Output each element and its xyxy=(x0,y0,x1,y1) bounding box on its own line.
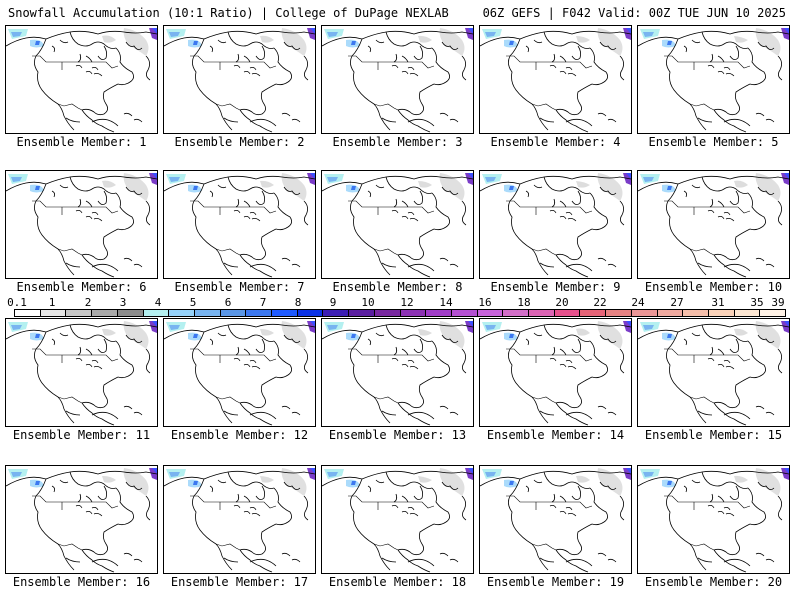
color-scale-swatch xyxy=(477,310,504,316)
ensemble-member-map xyxy=(321,170,474,279)
color-scale-swatch xyxy=(194,310,221,316)
color-scale-swatch xyxy=(220,310,247,316)
color-scale-swatch xyxy=(503,310,530,316)
chart-title: Snowfall Accumulation (10:1 Ratio) | Col… xyxy=(8,6,449,20)
color-scale-tick-label: 2 xyxy=(84,296,92,309)
color-scale-tick-label: 6 xyxy=(224,296,232,309)
color-scale-swatch xyxy=(734,310,761,316)
ensemble-member-map xyxy=(637,318,790,427)
color-scale-legend: 0.1 1 2 3 4 5 6 7 8 9 10 12 14 16 18 20 22 24 27 31 35 39 xyxy=(7,296,786,321)
ensemble-member-label: Ensemble Member: 14 xyxy=(486,428,625,442)
ensemble-member-label: Ensemble Member: 19 xyxy=(486,575,625,589)
color-scale-swatch xyxy=(760,310,786,316)
ensemble-member-map xyxy=(479,318,632,427)
color-scale-swatch xyxy=(117,310,144,316)
ensemble-member-map xyxy=(163,170,316,279)
color-scale-tick-label: 27 xyxy=(670,296,684,309)
color-scale-swatch xyxy=(246,310,273,316)
color-scale-swatch xyxy=(323,310,350,316)
ensemble-member-map xyxy=(637,170,790,279)
ensemble-member-map xyxy=(5,465,158,574)
ensemble-member-label: Ensemble Member: 10 xyxy=(644,280,783,294)
ensemble-member-map xyxy=(637,25,790,134)
ensemble-member-map xyxy=(5,170,158,279)
ensemble-member-label: Ensemble Member: 8 xyxy=(332,280,463,294)
ensemble-member-map xyxy=(163,465,316,574)
color-scale-swatch xyxy=(40,310,67,316)
ensemble-member-label: Ensemble Member: 17 xyxy=(170,575,309,589)
color-scale-tick-label: 10 xyxy=(361,296,375,309)
color-scale-tick-label: 14 xyxy=(439,296,453,309)
ensemble-member-map xyxy=(5,318,158,427)
color-scale-swatch xyxy=(15,310,41,316)
color-scale-swatch xyxy=(400,310,427,316)
color-scale-labels: 0.1 1 2 3 4 5 6 7 8 9 10 12 14 16 18 20 22 24 27 31 35 39 xyxy=(7,296,786,309)
ensemble-member-label: Ensemble Member: 13 xyxy=(328,428,467,442)
ensemble-member-map xyxy=(479,465,632,574)
color-scale-tick-label: 20 xyxy=(555,296,569,309)
color-scale-swatch xyxy=(451,310,478,316)
color-scale-tick-label: 24 xyxy=(631,296,645,309)
ensemble-member-map xyxy=(321,25,474,134)
ensemble-member-label: Ensemble Member: 9 xyxy=(490,280,621,294)
color-scale-tick-label: 18 xyxy=(517,296,531,309)
ensemble-member-map xyxy=(637,465,790,574)
ensemble-member-label: Ensemble Member: 3 xyxy=(332,135,463,149)
color-scale-bar xyxy=(14,309,786,317)
ensemble-member-map xyxy=(479,25,632,134)
ensemble-member-map xyxy=(163,318,316,427)
ensemble-member-label: Ensemble Member: 2 xyxy=(174,135,305,149)
color-scale-swatch xyxy=(297,310,324,316)
color-scale-tick-label: 35 xyxy=(750,296,764,309)
color-scale-swatch xyxy=(657,310,684,316)
color-scale-swatch xyxy=(66,310,93,316)
ensemble-member-map xyxy=(163,25,316,134)
color-scale-swatch xyxy=(683,310,709,316)
color-scale-tick-label: 0.1 xyxy=(7,296,27,309)
color-scale-tick-label: 1 xyxy=(48,296,56,309)
ensemble-member-label: Ensemble Member: 7 xyxy=(174,280,305,294)
ensemble-member-label: Ensemble Member: 18 xyxy=(328,575,467,589)
color-scale-tick-label: 39 xyxy=(771,296,785,309)
ensemble-member-map xyxy=(479,170,632,279)
color-scale-swatch xyxy=(92,310,118,316)
color-scale-tick-label: 16 xyxy=(478,296,492,309)
model-run-info: 06Z GEFS | F042 Valid: 00Z TUE JUN 10 20… xyxy=(482,6,786,20)
ensemble-member-label: Ensemble Member: 20 xyxy=(644,575,783,589)
color-scale-tick-label: 3 xyxy=(119,296,127,309)
ensemble-member-label: Ensemble Member: 11 xyxy=(12,428,151,442)
color-scale-swatch xyxy=(272,310,298,316)
color-scale-swatch xyxy=(606,310,632,316)
color-scale-tick-label: 22 xyxy=(593,296,607,309)
color-scale-swatch xyxy=(631,310,658,316)
color-scale-tick-label: 31 xyxy=(711,296,725,309)
ensemble-member-label: Ensemble Member: 5 xyxy=(648,135,779,149)
color-scale-swatch xyxy=(554,310,581,316)
color-scale-swatch xyxy=(349,310,375,316)
color-scale-tick-label: 5 xyxy=(189,296,197,309)
color-scale-swatch xyxy=(143,310,170,316)
ensemble-member-label: Ensemble Member: 1 xyxy=(16,135,147,149)
color-scale-swatch xyxy=(708,310,735,316)
ensemble-member-map xyxy=(321,465,474,574)
color-scale-swatch xyxy=(529,310,555,316)
color-scale-tick-label: 7 xyxy=(259,296,267,309)
ensemble-member-label: Ensemble Member: 6 xyxy=(16,280,147,294)
color-scale-tick-label: 9 xyxy=(329,296,337,309)
color-scale-tick-label: 4 xyxy=(154,296,162,309)
color-scale-tick-label: 8 xyxy=(294,296,302,309)
color-scale-tick-label: 12 xyxy=(400,296,414,309)
color-scale-swatch xyxy=(374,310,401,316)
ensemble-member-map xyxy=(321,318,474,427)
ensemble-member-label: Ensemble Member: 15 xyxy=(644,428,783,442)
color-scale-swatch xyxy=(426,310,452,316)
ensemble-member-label: Ensemble Member: 12 xyxy=(170,428,309,442)
ensemble-member-label: Ensemble Member: 4 xyxy=(490,135,621,149)
color-scale-swatch xyxy=(580,310,607,316)
ensemble-member-label: Ensemble Member: 16 xyxy=(12,575,151,589)
color-scale-swatch xyxy=(169,310,195,316)
ensemble-member-map xyxy=(5,25,158,134)
